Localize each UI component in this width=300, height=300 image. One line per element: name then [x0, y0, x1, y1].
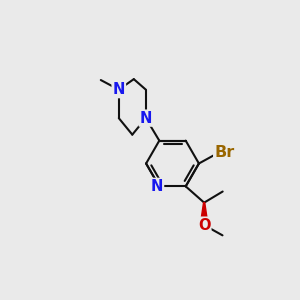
Text: N: N — [112, 82, 125, 97]
Text: N: N — [151, 179, 163, 194]
Text: O: O — [198, 218, 210, 232]
Polygon shape — [200, 202, 208, 225]
Text: N: N — [140, 111, 152, 126]
Text: Br: Br — [214, 145, 235, 160]
